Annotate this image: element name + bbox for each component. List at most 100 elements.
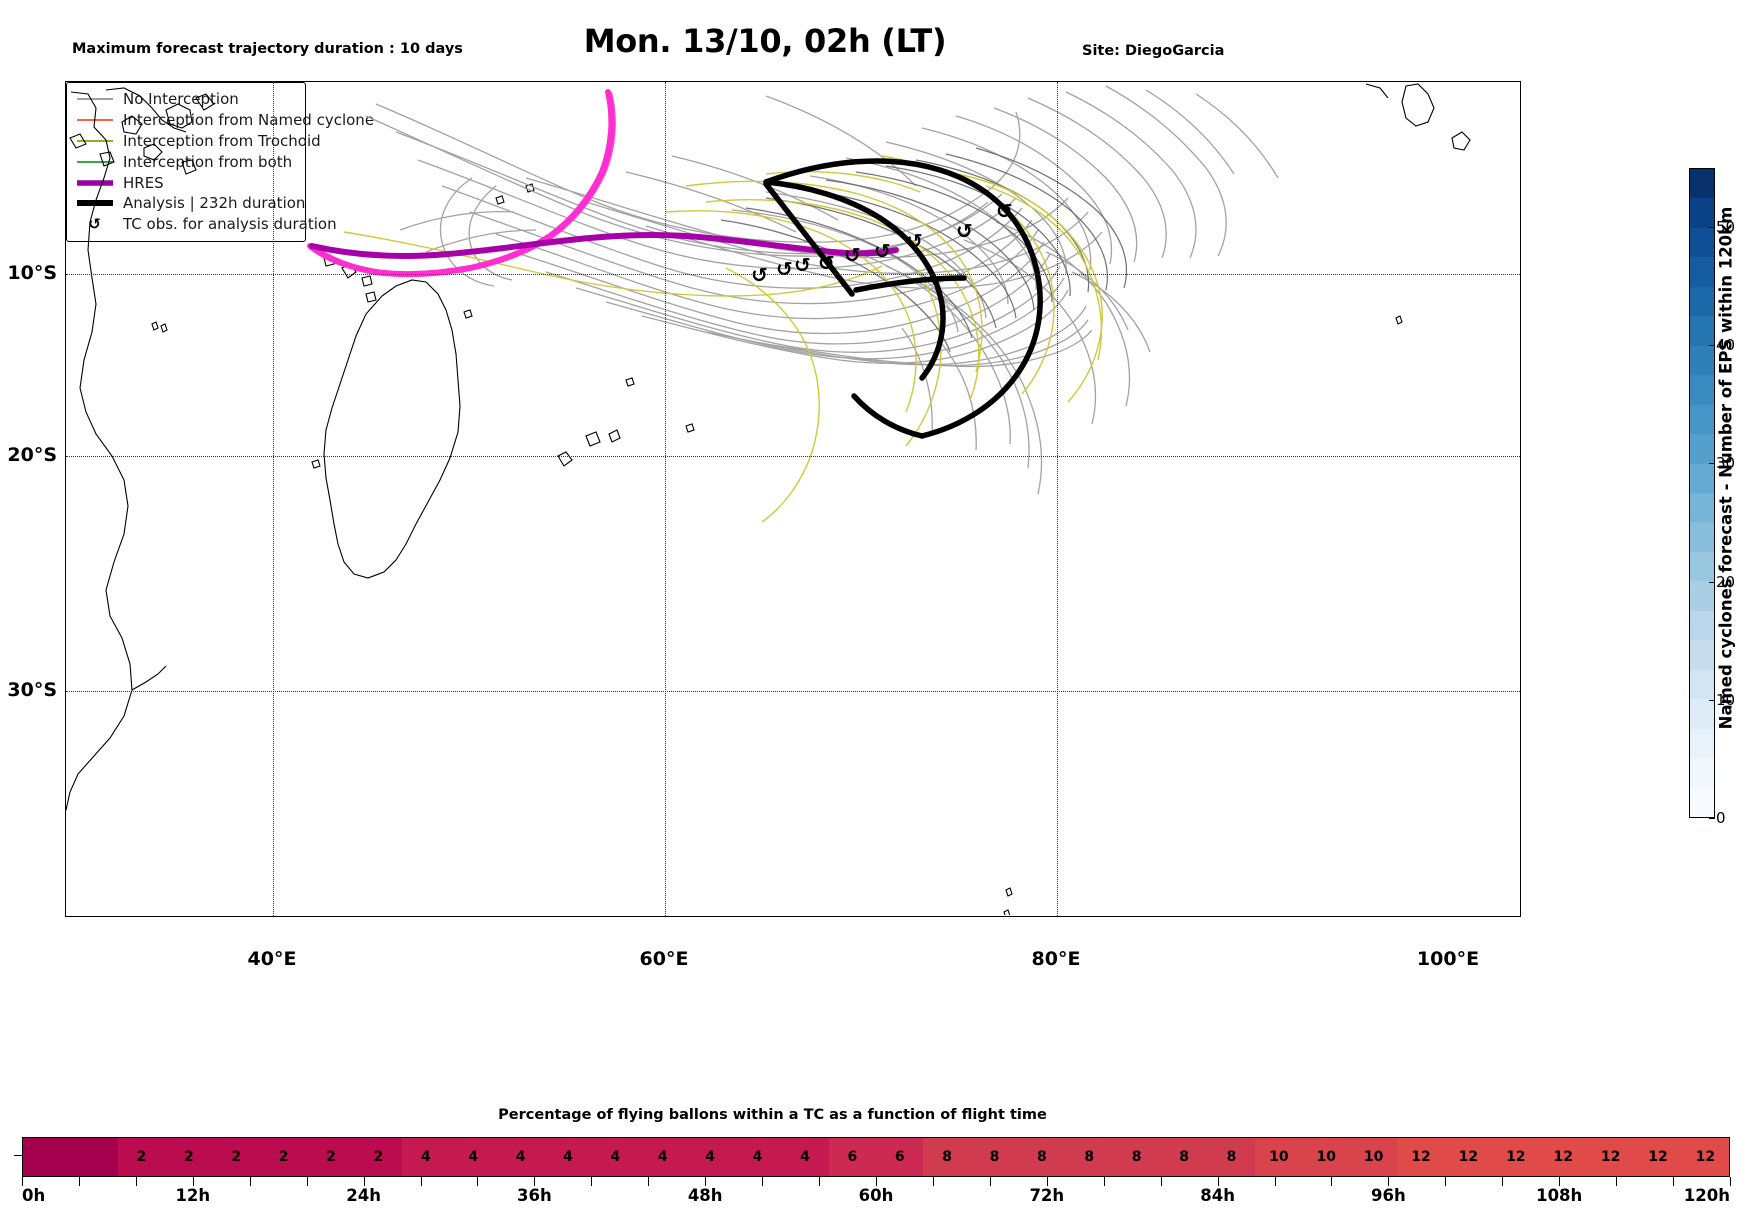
legend-item-tc-obs[interactable]: ↺ TC obs. for analysis duration xyxy=(74,214,336,235)
balloon-colorbar-minor-tick xyxy=(306,1177,308,1186)
balloon-colorbar-minor-tick xyxy=(876,1177,877,1186)
legend-label: Interception from both xyxy=(123,152,293,171)
legend-item-analysis[interactable]: Analysis | 232h duration xyxy=(74,193,305,214)
y-tick-label: 30°S xyxy=(7,679,57,701)
balloon-colorbar-minor-tick xyxy=(477,1177,479,1186)
balloon-colorbar-minor-tick xyxy=(1559,1177,1561,1186)
balloon-colorbar-cell xyxy=(23,1138,71,1176)
gridline-30S xyxy=(66,691,1520,692)
eps-colorbar-segment xyxy=(1690,640,1714,670)
legend-label: HRES xyxy=(123,173,164,192)
balloon-colorbar-minor-tick xyxy=(705,1177,707,1186)
balloon-colorbar-tick-label: 72h xyxy=(1029,1186,1065,1205)
tc-obs-marker: ↺ xyxy=(906,229,923,253)
eps-colorbar-tick-label: 20 xyxy=(1708,572,1736,591)
balloon-colorbar-minor-tick xyxy=(648,1177,650,1186)
eps-colorbar-segment xyxy=(1690,257,1714,287)
balloon-colorbar-cell: 2 xyxy=(212,1138,260,1176)
eps-colorbar[interactable] xyxy=(1689,168,1715,818)
balloon-colorbar-tick-label: 48h xyxy=(687,1186,723,1205)
eps-colorbar-segment xyxy=(1690,728,1714,759)
balloon-colorbar-cell: 2 xyxy=(259,1138,308,1176)
balloon-colorbar-minor-tick xyxy=(135,1177,137,1186)
x-tick-label: 60°E xyxy=(639,948,689,970)
balloon-colorbar-cell: 12 xyxy=(1539,1138,1587,1176)
balloon-colorbar-cell: 2 xyxy=(165,1138,213,1176)
balloon-colorbar-cell: 4 xyxy=(686,1138,734,1176)
tc-obs-marker: ↺ xyxy=(794,253,811,277)
balloon-colorbar[interactable]: 2 2 2 2 2 2 4 4 4 4 4 4 4 4 4 6 6 8 8 8 8 8 8 8 10 10 10 12 12 12 12 12… xyxy=(22,1137,1730,1177)
balloon-colorbar-cell: 8 xyxy=(1160,1138,1208,1176)
eps-colorbar-tick-label: 40 xyxy=(1708,336,1736,355)
balloon-colorbar-minor-tick xyxy=(192,1177,194,1186)
gridline-80E xyxy=(1057,82,1058,916)
tc-observation-markers: ↺ ↺ ↺ ↺ ↺ ↺ ↺ ↺ ↺ xyxy=(751,199,1013,287)
x-tick-label: 80°E xyxy=(1031,948,1081,970)
balloon-colorbar-minor-tick xyxy=(1445,1177,1447,1186)
eps-colorbar-segment xyxy=(1690,286,1714,317)
eps-colorbar-segment xyxy=(1690,198,1714,228)
trajectory-analysis xyxy=(763,158,1043,439)
tc-obs-marker: ↺ xyxy=(776,257,793,281)
coastlines xyxy=(66,83,1471,915)
x-tick-label: 100°E xyxy=(1416,948,1480,970)
balloon-colorbar-minor-tick xyxy=(22,1177,23,1186)
balloon-colorbar-cell: 12 xyxy=(1397,1138,1445,1176)
gridline-10S xyxy=(66,274,1520,275)
balloon-colorbar-cell: 4 xyxy=(781,1138,829,1176)
balloon-colorbar-cell: 4 xyxy=(733,1138,782,1176)
balloon-colorbar-cell: 6 xyxy=(828,1138,877,1176)
balloon-colorbar-minor-tick xyxy=(78,1177,80,1186)
balloon-colorbar-cell: 8 xyxy=(923,1138,971,1176)
eps-colorbar-segment xyxy=(1690,404,1714,435)
tc-obs-icon: ↺ xyxy=(88,215,101,234)
tc-obs-marker: ↺ xyxy=(996,199,1013,223)
y-tick-label: 20°S xyxy=(7,444,57,466)
eps-colorbar-tick-label: 0 xyxy=(1709,809,1726,827)
balloon-colorbar-minor-tick xyxy=(249,1177,251,1186)
eps-colorbar-segment xyxy=(1690,493,1714,523)
eps-colorbar-segment xyxy=(1690,463,1714,494)
balloon-colorbar-cell: 8 xyxy=(1112,1138,1161,1176)
balloon-colorbar-minor-tick xyxy=(534,1177,536,1186)
balloon-colorbar-cell: 12 xyxy=(1444,1138,1493,1176)
balloon-colorbar-cell: 6 xyxy=(876,1138,924,1176)
balloon-colorbar-cell: 12 xyxy=(1492,1138,1540,1176)
legend-label: TC obs. for analysis duration xyxy=(123,215,337,234)
balloon-colorbar-cell: 8 xyxy=(970,1138,1019,1176)
balloon-colorbar-minor-tick xyxy=(1103,1177,1105,1186)
balloon-colorbar-cell: 8 xyxy=(1018,1138,1066,1176)
legend-item-no-interception[interactable]: No Interception xyxy=(74,89,298,110)
eps-colorbar-segment xyxy=(1690,551,1714,582)
legend-label: Interception from Trochoid xyxy=(123,131,321,150)
map-canvas: ↺ ↺ ↺ ↺ ↺ ↺ ↺ ↺ ↺ xyxy=(66,83,1471,915)
balloon-colorbar-cell: 4 xyxy=(402,1138,450,1176)
balloon-colorbar-cell: 8 xyxy=(1207,1138,1256,1176)
balloon-colorbar-title: Percentage of flying ballons within a TC… xyxy=(498,1107,1047,1123)
legend-item-both[interactable]: Interception from both xyxy=(74,151,298,172)
balloon-colorbar-tick-label: 0h xyxy=(22,1186,46,1205)
map-legend: No Interception Interception from Named … xyxy=(66,82,374,242)
balloon-colorbar-minor-tick xyxy=(1616,1177,1618,1186)
eps-colorbar-segment xyxy=(1690,758,1714,788)
balloon-colorbar-minor-tick xyxy=(1730,1177,1731,1186)
site-line: Site: DiegoGarcia xyxy=(1082,43,1225,59)
balloon-colorbar-tick-label: 36h xyxy=(517,1186,552,1205)
balloon-colorbar-tick-label: 96h xyxy=(1371,1186,1406,1205)
eps-colorbar-segment xyxy=(1690,522,1714,552)
balloon-colorbar-cell: 2 xyxy=(117,1138,166,1176)
balloon-colorbar-cell: 12 xyxy=(1634,1138,1682,1176)
balloon-colorbar-cell: 4 xyxy=(639,1138,687,1176)
eps-colorbar-segment xyxy=(1690,316,1714,346)
trajectories-trochoid xyxy=(343,155,1103,523)
balloon-colorbar-minor-tick xyxy=(1502,1177,1504,1186)
eps-colorbar-segment xyxy=(1690,787,1714,817)
map-y-axis: 10°S 20°S 30°S xyxy=(0,0,65,1213)
legend-item-hres[interactable]: HRES xyxy=(74,172,298,193)
balloon-colorbar-cell: 10 xyxy=(1349,1138,1398,1176)
balloon-colorbar-minor-tick xyxy=(989,1177,991,1186)
balloon-colorbar-minor-tick xyxy=(591,1177,593,1186)
balloon-colorbar-left-tick xyxy=(14,1155,22,1156)
balloon-colorbar-cell: 4 xyxy=(591,1138,640,1176)
map-panel[interactable]: ↺ ↺ ↺ ↺ ↺ ↺ ↺ ↺ ↺ No Interception Interc… xyxy=(65,81,1521,917)
